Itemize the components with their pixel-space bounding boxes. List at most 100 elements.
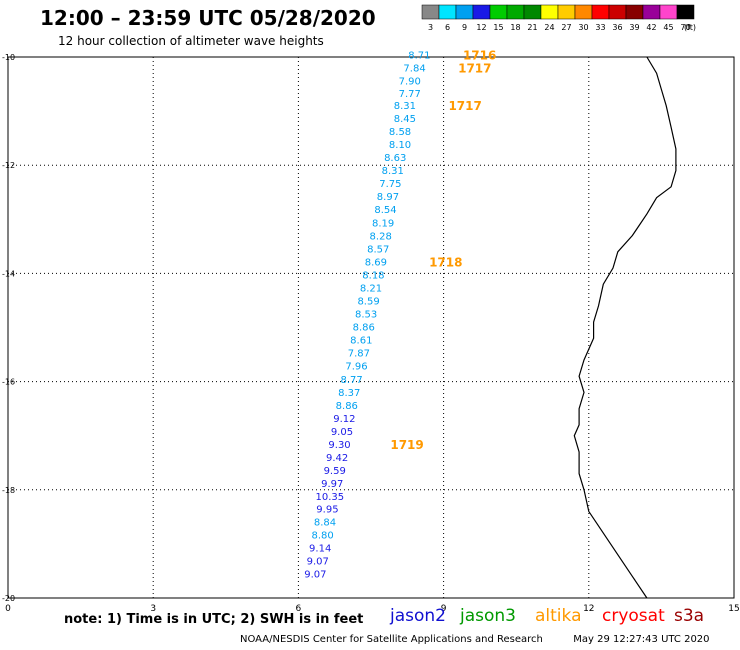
wave-height-label: 8.71 — [408, 50, 430, 61]
map-subtitle: 12 hour collection of altimeter wave hei… — [58, 34, 324, 48]
wave-height-label: 7.77 — [399, 89, 421, 100]
wave-height-label: 9.42 — [326, 453, 348, 464]
wave-height-label: 9.95 — [316, 505, 338, 516]
wave-height-label: 8.28 — [370, 232, 392, 243]
wave-height-label: 8.18 — [362, 270, 384, 281]
pass-time-label: 1718 — [429, 255, 462, 269]
legend-swatch — [659, 4, 678, 20]
y-tick-label: -10 — [2, 53, 15, 62]
wave-height-label: 8.57 — [367, 245, 389, 256]
mission-label: cryosat — [602, 606, 665, 626]
wave-height-label: 9.12 — [333, 414, 355, 425]
legend-swatch — [472, 4, 491, 20]
wave-height-label: 8.58 — [389, 127, 411, 138]
legend-label: 30 — [578, 23, 588, 32]
color-legend: 3 6 9 12 15 18 21 24 27 30 33 36 39 42 45 70(ft) — [421, 4, 696, 32]
wave-height-label: 8.69 — [365, 257, 387, 268]
wave-height-label: 8.19 — [372, 219, 394, 230]
grid-lines — [8, 57, 734, 598]
legend-swatch — [557, 4, 576, 20]
wave-height-label: 8.86 — [336, 401, 358, 412]
wave-height-label: 8.61 — [350, 335, 372, 346]
footer-note: note: 1) Time is in UTC; 2) SWH is in fe… — [64, 612, 364, 627]
wave-height-label: 8.21 — [360, 283, 382, 294]
legend-label: 42 — [646, 23, 656, 32]
wave-height-label: 7.84 — [403, 63, 425, 74]
wave-height-label: 8.77 — [341, 375, 363, 386]
wave-height-label: 8.54 — [374, 205, 396, 216]
x-tick-label: 0 — [5, 604, 11, 614]
legend-label: 45 — [663, 23, 673, 32]
legend-swatch — [540, 4, 559, 20]
legend-swatch — [642, 4, 661, 20]
wave-height-label: 8.59 — [357, 296, 379, 307]
credit-timestamp: May 29 12:27:43 UTC 2020 — [573, 634, 710, 645]
wave-height-label: 9.07 — [304, 570, 326, 581]
legend-label: 18 — [510, 23, 520, 32]
legend-label: 33 — [595, 23, 605, 32]
legend-swatch — [574, 4, 593, 20]
mission-label: jason3 — [460, 606, 516, 626]
y-tick-label: -20 — [2, 594, 15, 603]
wave-height-label: 8.45 — [394, 114, 416, 125]
wave-observations: 8.717.847.907.778.318.458.588.108.638.31… — [304, 50, 430, 580]
legend-label: 3 — [428, 23, 433, 32]
axis-ticks: 0 3 6 9 12 15 -10 -12 -14 -16 -18 -20 — [2, 53, 740, 614]
wave-height-label: 9.59 — [324, 466, 346, 477]
legend-label: 21 — [527, 23, 537, 32]
legend-swatch — [455, 4, 474, 20]
wave-height-label: 7.96 — [345, 361, 367, 372]
wave-height-label: 8.86 — [353, 322, 375, 333]
legend-swatch — [506, 4, 525, 20]
legend-label: 27 — [561, 23, 571, 32]
wave-height-label: 8.53 — [355, 309, 377, 320]
wave-height-label: 8.10 — [389, 140, 411, 151]
wave-height-label: 8.84 — [314, 518, 336, 529]
map-title: 12:00 – 23:59 UTC 05/28/2020 — [40, 6, 376, 30]
wave-height-label: 9.30 — [328, 440, 350, 451]
wave-height-label: 9.05 — [331, 427, 353, 438]
coastline-path — [573, 56, 677, 599]
wave-height-label: 9.14 — [309, 544, 331, 555]
legend-label: 24 — [544, 23, 554, 32]
legend-label: 15 — [493, 23, 503, 32]
legend-label: 70 — [680, 23, 690, 32]
wave-height-label: 10.35 — [316, 492, 345, 503]
legend-label: 36 — [612, 23, 622, 32]
wave-height-label: 9.07 — [307, 557, 329, 568]
x-tick-label: 9 — [441, 604, 447, 614]
mission-label: jason2 — [390, 606, 446, 626]
wave-height-label: 8.80 — [311, 531, 333, 542]
pass-time-label: 1717 — [458, 61, 491, 75]
y-tick-label: -18 — [2, 486, 15, 495]
y-tick-label: -14 — [2, 269, 15, 278]
credit-text: NOAA/NESDIS Center for Satellite Applica… — [240, 634, 543, 645]
legend-swatch — [676, 4, 695, 20]
y-tick-label: -12 — [2, 161, 15, 170]
footer-credit: NOAA/NESDIS Center for Satellite Applica… — [240, 634, 710, 645]
legend-label: 12 — [476, 23, 486, 32]
legend-swatch — [591, 4, 610, 20]
legend-label: 9 — [462, 23, 467, 32]
legend-label: 39 — [629, 23, 639, 32]
plot-frame — [7, 56, 735, 599]
legend-swatch — [625, 4, 644, 20]
wave-height-label: 9.97 — [321, 479, 343, 490]
wave-height-label: 7.87 — [348, 348, 370, 359]
legend-swatch — [438, 4, 457, 20]
wave-height-label: 8.37 — [338, 388, 360, 399]
wave-height-label: 7.75 — [379, 179, 401, 190]
legend-label: 6 — [445, 23, 450, 32]
legend-swatch — [523, 4, 542, 20]
pass-time-label: 1717 — [448, 99, 481, 113]
mission-label: altika — [535, 606, 582, 626]
legend-swatch — [608, 4, 627, 20]
pass-time-label: 1716 — [463, 48, 496, 62]
mission-label: s3a — [674, 606, 705, 626]
x-tick-label: 15 — [728, 604, 739, 614]
legend-swatch — [489, 4, 508, 20]
x-tick-label: 6 — [296, 604, 302, 614]
wave-height-label: 8.97 — [377, 192, 399, 203]
